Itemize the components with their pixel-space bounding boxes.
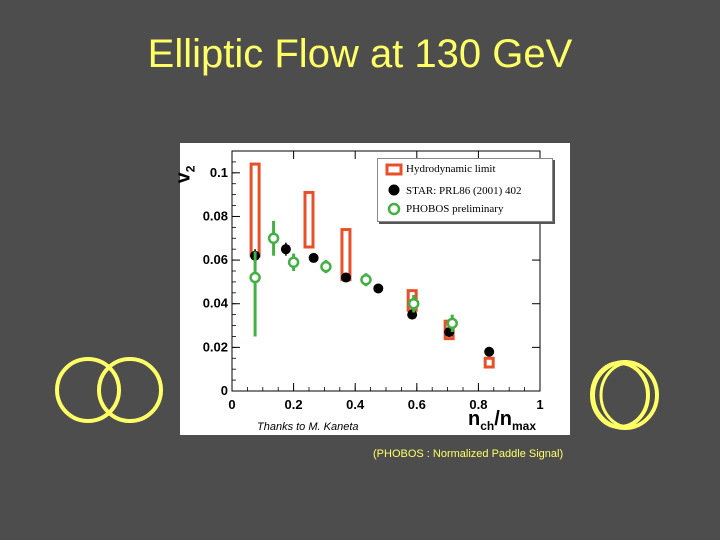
star-point: [373, 283, 384, 294]
y-axis-title-sub: 2: [183, 165, 198, 173]
star-point: [308, 252, 319, 263]
hydro-limit-box: [303, 190, 315, 249]
star-point: [280, 244, 291, 255]
phobos-point: [249, 271, 261, 284]
plot-panel: 0 0.02 0.04 0.06 0.08 0.1 0 0.2 0.4 0.6 0.8 1: [180, 143, 570, 435]
legend-symbols: [385, 163, 403, 216]
decor-ring-3: [599, 361, 659, 429]
x-axis-title-sub2: max: [512, 419, 537, 433]
y-tick-label: 0.08: [203, 208, 228, 223]
x-tick-label: 0.8: [469, 397, 487, 412]
legend-phobos-symbol: [387, 202, 401, 216]
x-tick-label: 0.4: [346, 397, 365, 412]
y-axis-title-main: v: [172, 172, 195, 184]
star-point: [340, 272, 351, 283]
slide-title: Elliptic Flow at 130 GeV: [147, 32, 573, 76]
y-tick-label: 0.06: [203, 252, 228, 267]
phobos-point: [360, 273, 372, 286]
y-axis-title: v2: [172, 166, 197, 184]
y-tick-label: 0.1: [210, 165, 228, 180]
phobos-point: [287, 256, 300, 269]
legend-star-label: STAR: PRL86 (2001) 402: [406, 185, 522, 197]
caption: (PHOBOS : Normalized Paddle Signal): [373, 448, 564, 460]
decor-circle-left: [55, 357, 121, 423]
x-axis-title-sub1: ch: [480, 419, 495, 433]
hydro-limit-box: [483, 356, 495, 369]
hydro-limit-box: [340, 228, 352, 282]
legend-phobos-label: PHOBOS preliminary: [406, 203, 504, 215]
x-axis-title-sep: /n: [494, 408, 513, 430]
decor-circle-right: [97, 357, 163, 423]
legend-hydro-label: Hydrodynamic limit: [406, 163, 496, 175]
x-tick-label: 0: [228, 397, 235, 412]
x-tick-label: 0.2: [285, 397, 303, 412]
legend: Hydrodynamic limit STAR: PRL86 (2001) 40…: [377, 158, 553, 222]
y-tick-label: 0.04: [203, 296, 229, 311]
legend-hydro-symbol: [385, 163, 403, 176]
chart: 0 0.02 0.04 0.06 0.08 0.1 0 0.2 0.4 0.6 0.8 1: [203, 150, 544, 412]
hydro-limit-box: [249, 162, 261, 258]
phobos-point: [446, 317, 458, 330]
phobos-point: [267, 232, 280, 245]
credit-text: Thanks to M. Kaneta: [257, 421, 359, 433]
phobos-point: [320, 260, 332, 273]
star-point: [484, 346, 495, 357]
overlapping-circles-decoration: [55, 357, 163, 423]
y-tick-label: 0: [221, 383, 228, 398]
rings-decoration: [590, 360, 659, 430]
legend-star-symbol: [388, 184, 400, 196]
x-tick-label: 1: [536, 397, 543, 412]
star-point: [407, 309, 418, 320]
x-axis-title: nch/nmax: [468, 408, 536, 433]
x-axis-title-n: n: [468, 408, 481, 430]
x-tick-label: 0.6: [408, 397, 426, 412]
phobos-point: [407, 297, 420, 310]
y-tick-label: 0.02: [203, 339, 228, 354]
